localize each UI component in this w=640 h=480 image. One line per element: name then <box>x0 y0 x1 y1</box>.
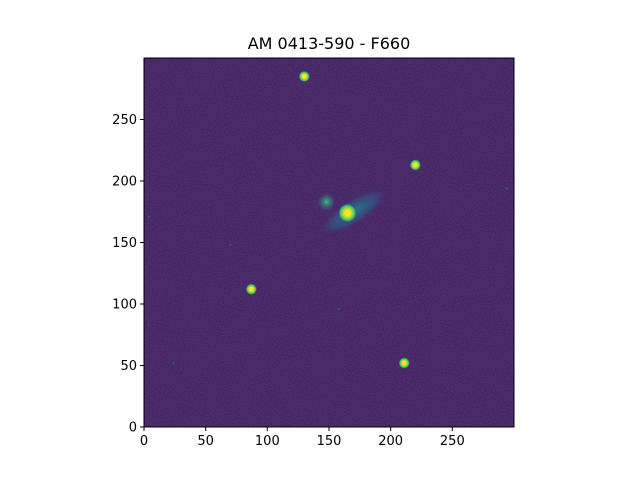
y-tick-label: 50 <box>120 359 137 374</box>
star-core <box>402 360 407 366</box>
x-tick-label: 0 <box>140 434 148 449</box>
x-tick-label: 150 <box>317 434 342 449</box>
y-tick-label: 100 <box>112 298 137 313</box>
faint-source-point <box>335 305 342 312</box>
faint-source-point <box>227 241 234 248</box>
star-core <box>302 74 307 79</box>
faint-source-point <box>170 360 177 367</box>
faint-source-point <box>503 185 510 192</box>
x-axis: 0 50 100 150 200 250 <box>140 427 465 449</box>
x-tick-label: 200 <box>378 434 403 449</box>
x-tick-label: 250 <box>440 434 465 449</box>
galaxy-nucleus-core <box>344 209 351 217</box>
y-tick-label: 0 <box>129 421 137 436</box>
y-tick-label: 200 <box>112 175 137 190</box>
star-core <box>249 287 254 292</box>
plot-area <box>144 58 514 427</box>
point-sources <box>145 70 510 370</box>
y-axis: 0 50 100 150 200 250 <box>112 113 144 436</box>
galaxy <box>316 185 391 238</box>
star-core <box>413 162 418 168</box>
faint-source-point <box>145 213 152 220</box>
y-tick-label: 250 <box>112 113 137 128</box>
chart-title: AM 0413-590 - F660 <box>248 34 411 53</box>
image-noise <box>144 58 514 427</box>
x-tick-label: 100 <box>255 434 280 449</box>
y-tick-label: 150 <box>112 236 137 251</box>
galaxy-knot <box>317 192 336 211</box>
x-tick-label: 50 <box>197 434 214 449</box>
